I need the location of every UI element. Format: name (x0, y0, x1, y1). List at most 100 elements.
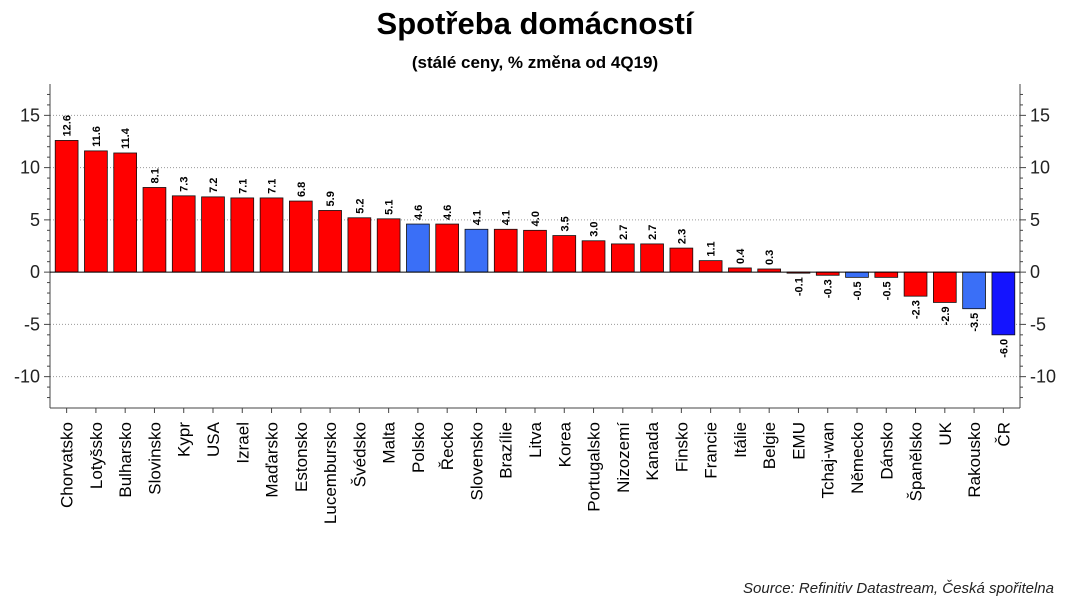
value-label: 4.6 (413, 205, 425, 220)
value-label: 11.4 (120, 127, 132, 149)
category-label: Belgie (760, 422, 779, 469)
chart-title: Spotřeba domácností (376, 6, 694, 41)
category-label: Itálie (731, 422, 750, 458)
chart-subtitle: (stálé ceny, % změna od 4Q19) (411, 53, 659, 72)
category-label: Francie (702, 422, 721, 479)
bar (933, 271, 957, 303)
bar (464, 228, 489, 273)
category-label: Dánsko (877, 422, 896, 480)
value-label: -0.5 (881, 281, 893, 300)
y-tick-label-right: 10 (1030, 158, 1050, 178)
bar (493, 228, 518, 273)
y-tick-label-right: 0 (1030, 262, 1040, 282)
category-label: Řecko (438, 422, 457, 470)
bar (581, 240, 606, 273)
category-label: Brazílie (497, 422, 516, 479)
bar (259, 197, 284, 273)
value-label: 4.0 (530, 211, 542, 226)
value-label: 11.6 (91, 126, 103, 147)
bar (142, 187, 167, 273)
category-label: Finsko (672, 422, 691, 472)
value-label: 0.4 (735, 248, 747, 264)
bar (435, 223, 459, 273)
value-label: 7.2 (208, 178, 220, 193)
category-label: Tchaj-wan (819, 422, 838, 499)
bar (640, 243, 664, 273)
value-label: -0.5 (852, 281, 864, 300)
bar (903, 271, 928, 297)
bar (289, 200, 313, 273)
category-label: USA (204, 421, 223, 457)
value-label: -2.9 (940, 306, 952, 325)
bar (669, 247, 694, 273)
category-label: Kanada (643, 421, 662, 480)
value-label: 0.3 (764, 250, 776, 265)
value-label: -6.0 (998, 339, 1010, 358)
value-label: 3.5 (559, 216, 571, 231)
category-label: Rakousko (965, 422, 984, 498)
value-label: 4.1 (501, 210, 513, 225)
category-label: Španělsko (907, 422, 926, 501)
category-label: Slovensko (467, 422, 486, 500)
bar (698, 260, 723, 273)
value-label: 2.7 (647, 225, 659, 240)
category-label: Lucembursko (321, 422, 340, 524)
bar (991, 271, 1016, 336)
value-label: -2.3 (911, 300, 923, 319)
value-label: -0.3 (823, 279, 835, 298)
value-label: 6.8 (296, 182, 308, 197)
value-label: 5.2 (354, 198, 366, 213)
value-label: 8.1 (149, 168, 161, 183)
y-tick-label-left: -10 (14, 367, 40, 387)
bar (728, 267, 752, 273)
value-label: 5.9 (325, 191, 337, 206)
y-tick-label-left: -5 (24, 314, 40, 334)
bar (347, 217, 372, 273)
category-label: Polsko (409, 422, 428, 473)
bar (552, 235, 577, 273)
value-label: 12.6 (62, 115, 74, 136)
bar (874, 271, 899, 278)
category-label: Portugalsko (585, 422, 604, 512)
y-tick-label-right: 5 (1030, 210, 1040, 230)
category-label: ČR (994, 422, 1013, 447)
category-label: Izrael (233, 422, 252, 464)
category-label: Kypr (175, 422, 194, 457)
category-label: Malta (380, 421, 399, 463)
y-tick-label-left: 15 (20, 105, 40, 125)
category-label: Estonsko (292, 422, 311, 492)
value-label: 4.6 (442, 205, 454, 220)
y-tick-label-right: -5 (1030, 314, 1046, 334)
bar (54, 140, 79, 273)
bar (845, 271, 869, 278)
y-tick-label-right: 15 (1030, 105, 1050, 125)
source-note: Source: Refinitiv Datastream, Česká spoř… (743, 580, 1054, 597)
y-tick-label-left: 5 (30, 210, 40, 230)
value-label: -0.1 (793, 277, 805, 296)
category-label: Chorvatsko (58, 422, 77, 508)
category-label: Německo (848, 422, 867, 494)
category-label: UK (936, 421, 955, 445)
category-label: EMU (789, 422, 808, 460)
y-tick-label-left: 10 (20, 158, 40, 178)
category-label: Slovinsko (145, 422, 164, 495)
bar (406, 223, 430, 273)
bar (230, 197, 255, 273)
category-label: Nizozemí (614, 422, 633, 493)
value-label: 5.1 (384, 200, 396, 215)
category-label: Bulharsko (116, 422, 135, 498)
category-label: Litva (526, 421, 545, 457)
bar (113, 152, 137, 273)
value-label: 2.7 (618, 225, 630, 240)
y-tick-label-left: 0 (30, 262, 40, 282)
bar (611, 243, 635, 273)
bar (84, 150, 108, 273)
value-label: 7.1 (237, 179, 249, 194)
bar (318, 210, 342, 273)
category-label: Korea (555, 421, 574, 467)
category-label: Maďarsko (263, 422, 282, 498)
category-label: Lotyšsko (87, 422, 106, 489)
bar (376, 218, 401, 273)
bar (962, 271, 986, 310)
